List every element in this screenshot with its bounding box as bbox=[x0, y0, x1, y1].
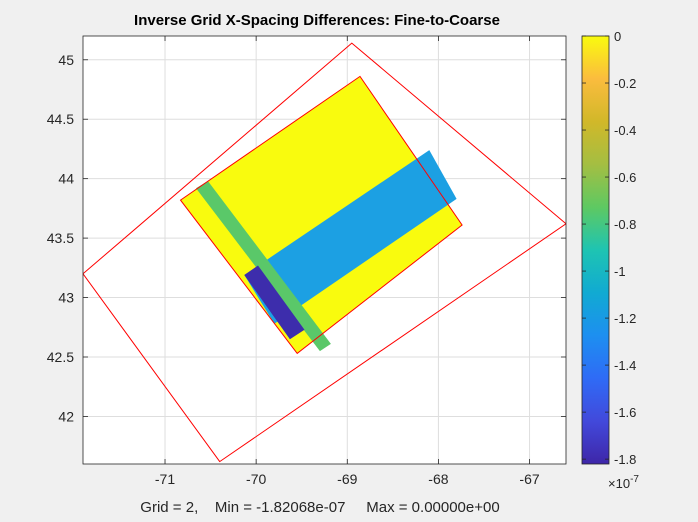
colorbar-tick-label: -0.6 bbox=[614, 170, 636, 185]
colorbar-bar bbox=[581, 35, 610, 465]
y-tick-label: 44 bbox=[58, 171, 74, 187]
heatmap-region bbox=[244, 265, 305, 340]
data-layer bbox=[83, 42, 566, 463]
x-tick-label: -68 bbox=[428, 471, 448, 487]
colorbar-tick-label: -1.2 bbox=[614, 311, 636, 326]
colorbar-tick-label: -0.8 bbox=[614, 217, 636, 232]
colorbar-tick-label: -0.4 bbox=[614, 123, 636, 138]
colorbar-tick-label: -1.8 bbox=[614, 452, 636, 467]
heatmap-region bbox=[196, 181, 331, 352]
x-tick-label: -71 bbox=[155, 471, 175, 487]
plot-axes: -71 -70 -69 -68 -67 42 42.5 43 43.5 44 44.5 45 bbox=[47, 35, 567, 487]
axes-box bbox=[82, 35, 567, 465]
x-axis-label: Grid = 2, Min = -1.82068e-07 Max = 0.000… bbox=[140, 499, 499, 516]
exponent-power: -7 bbox=[630, 474, 639, 485]
y-tick-label: 42 bbox=[58, 408, 74, 424]
y-tick-label: 43 bbox=[58, 290, 74, 306]
colorbar-tick-label: -0.2 bbox=[614, 76, 636, 91]
x-tick-label: -69 bbox=[337, 471, 357, 487]
y-tick-label: 42.5 bbox=[47, 349, 74, 365]
x-tick-label: -67 bbox=[519, 471, 539, 487]
colorbar: 0 -0.2 -0.4 -0.6 -0.8 -1 -1.2 -1.4 -1.6 -1.8 ×10-7 bbox=[581, 29, 639, 491]
grid-outline bbox=[179, 75, 463, 355]
y-tick-label: 45 bbox=[58, 52, 74, 68]
grid-outline bbox=[83, 42, 566, 463]
colorbar-tick-label: -1.6 bbox=[614, 405, 636, 420]
y-tick-label: 44.5 bbox=[47, 111, 74, 127]
exponent-base: ×10 bbox=[608, 476, 630, 491]
colorbar-tick-label: -1 bbox=[614, 264, 626, 279]
x-tick-label: -70 bbox=[246, 471, 266, 487]
colorbar-tick-label: -1.4 bbox=[614, 358, 636, 373]
colorbar-tick-label: 0 bbox=[614, 29, 621, 44]
heatmap-region bbox=[244, 150, 457, 324]
colorbar-exponent-label: ×10-7 bbox=[608, 474, 639, 491]
chart-title: Inverse Grid X-Spacing Differences: Fine… bbox=[134, 12, 500, 29]
y-tick-label: 43.5 bbox=[47, 230, 74, 246]
